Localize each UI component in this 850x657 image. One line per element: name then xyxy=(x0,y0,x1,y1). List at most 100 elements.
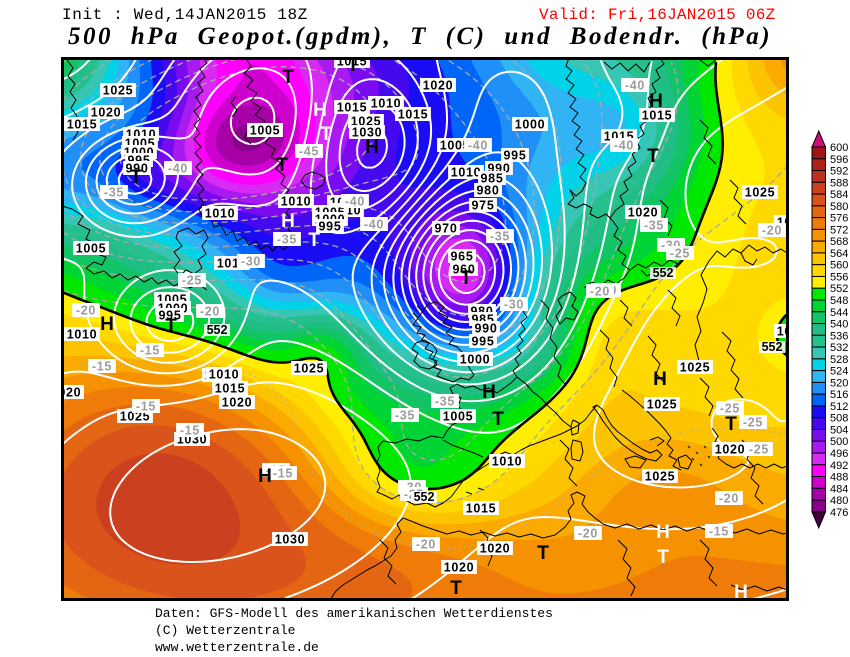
svg-text:T: T xyxy=(276,155,288,176)
svg-text:-20: -20 xyxy=(762,224,782,238)
svg-text:T: T xyxy=(657,547,669,568)
svg-text:-25: -25 xyxy=(182,274,202,288)
svg-text:1030: 1030 xyxy=(275,533,306,547)
svg-text:504: 504 xyxy=(830,425,848,437)
svg-text:1020: 1020 xyxy=(423,79,454,93)
svg-text:580: 580 xyxy=(830,201,848,213)
svg-text:1015: 1015 xyxy=(398,108,429,122)
svg-text:556: 556 xyxy=(830,272,848,284)
svg-text:588: 588 xyxy=(830,177,848,189)
svg-text:1005: 1005 xyxy=(440,139,471,153)
svg-text:1010: 1010 xyxy=(451,166,482,180)
svg-text:1025: 1025 xyxy=(294,362,325,376)
svg-text:-15: -15 xyxy=(140,344,160,358)
svg-text:T: T xyxy=(347,55,359,76)
svg-text:980: 980 xyxy=(477,184,500,198)
svg-text:T: T xyxy=(450,578,462,599)
svg-text:960: 960 xyxy=(453,263,476,277)
svg-text:1015: 1015 xyxy=(215,382,246,396)
svg-text:1000: 1000 xyxy=(515,118,546,132)
svg-text:970: 970 xyxy=(435,222,458,236)
svg-text:T: T xyxy=(165,316,177,337)
svg-text:1015: 1015 xyxy=(67,118,98,132)
svg-text:1010: 1010 xyxy=(492,455,523,469)
svg-text:H: H xyxy=(734,582,748,603)
svg-text:488: 488 xyxy=(830,472,848,484)
svg-text:1015: 1015 xyxy=(466,502,497,516)
svg-text:985: 985 xyxy=(481,172,504,186)
svg-text:H: H xyxy=(653,369,667,390)
svg-text:T: T xyxy=(537,543,549,564)
svg-text:596: 596 xyxy=(830,154,848,166)
svg-text:H: H xyxy=(258,466,272,487)
svg-text:-35: -35 xyxy=(435,395,455,409)
svg-text:600: 600 xyxy=(830,142,848,154)
svg-text:H: H xyxy=(649,91,663,112)
svg-text:1015: 1015 xyxy=(337,55,368,69)
svg-text:1020: 1020 xyxy=(480,542,511,556)
svg-text:T: T xyxy=(647,146,659,167)
svg-text:-25: -25 xyxy=(749,443,769,457)
svg-text:H: H xyxy=(365,137,379,158)
svg-text:-40: -40 xyxy=(614,139,634,153)
svg-text:T: T xyxy=(460,268,472,289)
svg-text:-15: -15 xyxy=(709,525,729,539)
svg-text:500: 500 xyxy=(830,436,848,448)
svg-text:995: 995 xyxy=(159,309,182,323)
svg-text:-45: -45 xyxy=(299,145,319,159)
svg-text:1015: 1015 xyxy=(337,101,368,115)
svg-text:552: 552 xyxy=(653,266,674,280)
svg-text:-40: -40 xyxy=(168,162,188,176)
svg-text:-35: -35 xyxy=(104,186,124,200)
svg-text:-15: -15 xyxy=(136,400,156,414)
svg-text:1010: 1010 xyxy=(209,368,240,382)
svg-text:1030: 1030 xyxy=(352,126,383,140)
svg-text:965: 965 xyxy=(451,250,474,264)
svg-text:-20: -20 xyxy=(719,492,739,506)
svg-text:528: 528 xyxy=(830,354,848,366)
svg-text:1020: 1020 xyxy=(444,561,475,575)
svg-text:520: 520 xyxy=(830,377,848,389)
svg-text:548: 548 xyxy=(830,295,848,307)
svg-text:-30: -30 xyxy=(504,298,524,312)
svg-text:516: 516 xyxy=(830,389,848,401)
svg-text:1025: 1025 xyxy=(103,84,134,98)
svg-text:990: 990 xyxy=(475,322,498,336)
svg-text:-40: -40 xyxy=(364,218,384,232)
svg-text:1015: 1015 xyxy=(777,216,808,230)
svg-text:552: 552 xyxy=(762,340,783,354)
svg-text:1005: 1005 xyxy=(443,410,474,424)
svg-text:1025: 1025 xyxy=(647,398,678,412)
svg-text:1015: 1015 xyxy=(642,109,673,123)
svg-text:1020: 1020 xyxy=(222,396,253,410)
svg-text:1025: 1025 xyxy=(645,470,676,484)
svg-text:1005: 1005 xyxy=(250,124,281,138)
svg-text:-30: -30 xyxy=(241,255,261,269)
svg-text:-35: -35 xyxy=(490,230,510,244)
svg-text:-35: -35 xyxy=(644,219,664,233)
svg-text:484: 484 xyxy=(830,483,848,495)
svg-text:1025: 1025 xyxy=(680,361,711,375)
svg-text:T: T xyxy=(130,167,142,188)
svg-text:995: 995 xyxy=(504,149,527,163)
svg-text:568: 568 xyxy=(830,236,848,248)
svg-text:1025: 1025 xyxy=(745,186,776,200)
svg-text:-20: -20 xyxy=(578,527,598,541)
svg-text:-40: -40 xyxy=(625,79,645,93)
svg-text:508: 508 xyxy=(830,413,848,425)
svg-text:552: 552 xyxy=(830,283,848,295)
svg-text:584: 584 xyxy=(830,189,848,201)
svg-text:-20: -20 xyxy=(590,285,610,299)
svg-text:1010: 1010 xyxy=(205,207,236,221)
svg-text:-15: -15 xyxy=(92,360,112,374)
svg-text:496: 496 xyxy=(830,448,848,460)
svg-text:-25: -25 xyxy=(670,247,690,261)
svg-text:-25: -25 xyxy=(720,402,740,416)
svg-text:995: 995 xyxy=(319,220,342,234)
svg-text:536: 536 xyxy=(830,330,848,342)
svg-text:544: 544 xyxy=(830,307,848,319)
svg-text:480: 480 xyxy=(830,495,848,507)
svg-text:-35: -35 xyxy=(395,409,415,423)
svg-text:532: 532 xyxy=(830,342,848,354)
svg-text:T: T xyxy=(320,124,332,145)
